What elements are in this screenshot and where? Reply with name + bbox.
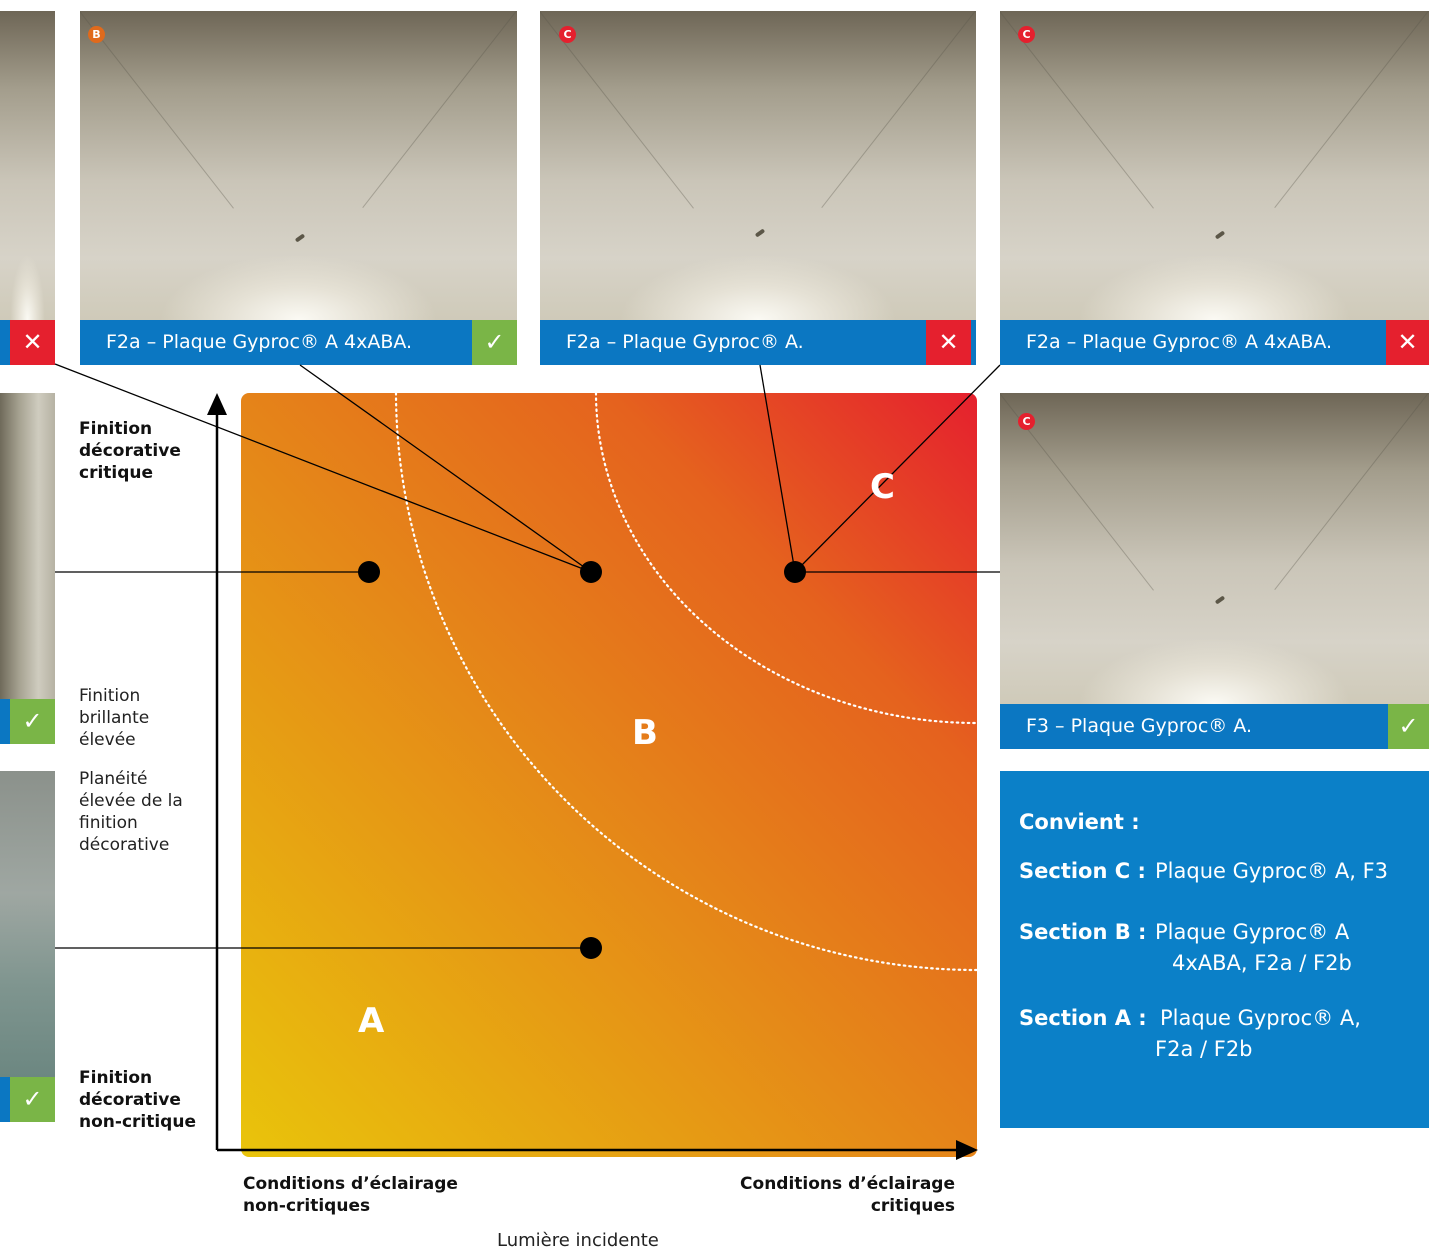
x-axis-left-label: Conditions d’éclairage non-critiques [243,1174,458,1216]
cross-mark: ✕ [10,320,55,365]
caption-photo-4: F3 – Plaque Gyproc® A. ✓ [1000,704,1429,749]
caption-text: F2a – Plaque Gyproc® A 4xABA. [106,331,413,353]
photo-b-f2a-4xaba: B [80,11,517,320]
zone-label-b: B [632,713,658,753]
badge-c: C [1018,413,1035,430]
zone-label-c: C [870,467,895,507]
sample-point [580,937,602,959]
sample-point [784,561,806,583]
panel-title: Convient : [1019,810,1140,834]
y-axis-bottom-label: Finition décorative non-critique [79,1068,196,1132]
left-photo-3 [0,771,55,1077]
x-axis-right-label: Conditions d’éclairage critiques [740,1174,955,1216]
y-axis-top-label: Finition décorative critique [79,419,181,483]
zone-boundary-bc [594,393,977,725]
check-mark: ✓ [1388,704,1429,749]
zone-boundary-ab [394,393,977,972]
check-mark: ✓ [10,699,55,744]
caption-photo-3: F2a – Plaque Gyproc® A 4xABA. ✕ [1000,320,1429,365]
caption-text: F2a – Plaque Gyproc® A 4xABA. [1026,331,1333,353]
suitability-panel: Convient : Section C : Plaque Gyproc® A,… [1000,771,1429,1128]
caption-text: F2a – Plaque Gyproc® A. [566,331,804,353]
note-brillante: Finition brillante élevée [79,686,150,750]
zone-label-a: A [358,1001,385,1041]
photo-c-f3: C [1000,393,1429,704]
left-photo-2 [0,393,55,699]
caption-photo-2: F2a – Plaque Gyproc® A. ✕ [540,320,976,365]
x-axis-arrow-icon [956,1140,978,1160]
caption-text: F3 – Plaque Gyproc® A. [1026,715,1253,737]
caption-photo-1: F2a – Plaque Gyproc® A 4xABA. ✓ [80,320,517,365]
x-axis-title: Lumière incidente [497,1230,659,1251]
photo-c-f2a: C [540,11,976,320]
zone-gradient-area [241,393,977,1157]
note-planeite: Planéité élevée de la finition décorative [79,769,183,855]
panel-row-a: Section A : Plaque Gyproc® A, F2a / F2b [1019,1006,1361,1061]
cross-mark: ✕ [1386,320,1429,365]
badge-b: B [88,26,105,43]
check-mark: ✓ [10,1077,55,1122]
sample-point [580,561,602,583]
photo-c-f2a-4xaba: C [1000,11,1429,320]
badge-c: C [1018,26,1035,43]
left-photo-1 [0,11,55,320]
cross-mark: ✕ [926,320,971,365]
check-mark: ✓ [472,320,517,365]
panel-row-b: Section B : Plaque Gyproc® A 4xABA, F2a … [1019,920,1352,975]
y-axis-arrow-icon [207,393,227,415]
badge-c: C [559,26,576,43]
sample-point [358,561,380,583]
